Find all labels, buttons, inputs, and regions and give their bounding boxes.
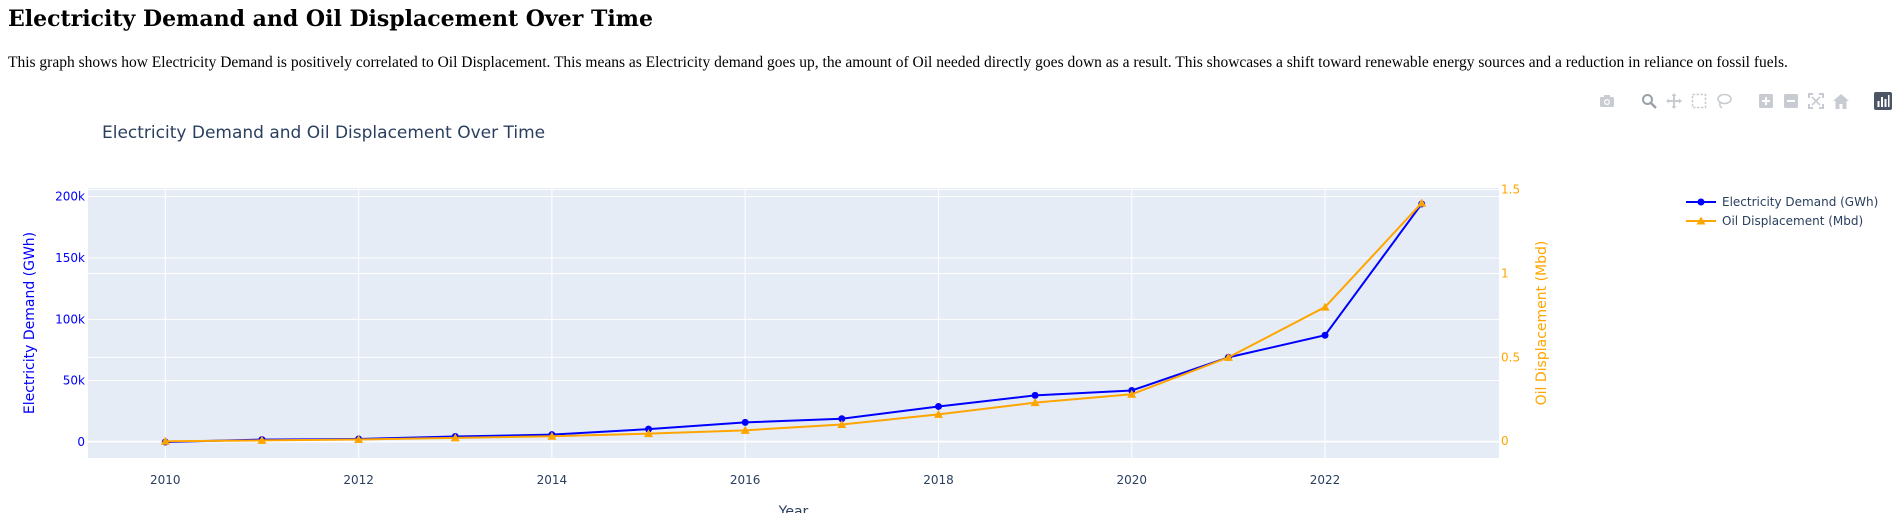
- oil-displacement-line: [165, 202, 1423, 443]
- oil-displacement-point[interactable]: [450, 433, 460, 442]
- autoscale-icon[interactable]: [1807, 92, 1825, 110]
- gridlines: [88, 188, 1499, 458]
- oil-displacement-point[interactable]: [933, 409, 943, 418]
- camera-icon[interactable]: [1598, 92, 1616, 110]
- y-tick-label: 0: [77, 435, 85, 449]
- electricity-demand-point[interactable]: [1321, 331, 1329, 339]
- y-tick-label: 200k: [55, 190, 85, 204]
- y2-tick-label: 1: [1501, 267, 1509, 281]
- oil-displacement-point[interactable]: [257, 435, 267, 444]
- y2-tick-label: 0: [1501, 434, 1509, 448]
- oil-displacement-point[interactable]: [837, 419, 847, 428]
- electricity-demand-point[interactable]: [934, 402, 942, 410]
- chart-title: Electricity Demand and Oil Displacement …: [102, 123, 545, 143]
- page-heading: Electricity Demand and Oil Displacement …: [8, 6, 653, 32]
- x-tick-label: 2022: [1310, 473, 1341, 487]
- legend-item[interactable]: Oil Displacement (Mbd): [1686, 214, 1863, 228]
- y-tick-label: 100k: [55, 312, 85, 326]
- x-tick-label: 2012: [343, 473, 374, 487]
- oil-displacement-point[interactable]: [1030, 398, 1040, 407]
- oil-displacement-point[interactable]: [1320, 302, 1330, 311]
- y2-axis-ticks: 0 0.5 1 1.5: [1501, 183, 1520, 449]
- zoom-out-icon[interactable]: [1782, 92, 1800, 110]
- x-tick-label: 2010: [150, 473, 181, 487]
- oil-displacement-point[interactable]: [644, 429, 654, 438]
- x-tick-label: 2020: [1116, 473, 1147, 487]
- zoom-in-icon[interactable]: [1757, 92, 1775, 110]
- y-tick-label: 150k: [55, 251, 85, 265]
- reset-axes-icon[interactable]: [1832, 92, 1850, 110]
- oil-displacement-point[interactable]: [740, 425, 750, 434]
- modebar: [1598, 90, 1892, 112]
- box-select-icon[interactable]: [1690, 92, 1708, 110]
- y2-tick-label: 0.5: [1501, 350, 1520, 364]
- chart: Electricity Demand and Oil Displacement …: [22, 123, 1878, 513]
- plot-area[interactable]: [88, 188, 1499, 458]
- y2-axis-title: Oil Displacement (Mbd): [1534, 241, 1550, 406]
- plotly-logo-icon[interactable]: [1874, 92, 1892, 110]
- electricity-demand-point[interactable]: [741, 418, 749, 426]
- x-axis-ticks: 2010 2012 2014 2016 2018 2020 2022: [150, 473, 1340, 487]
- oil-displacement-point[interactable]: [547, 431, 557, 440]
- legend-item[interactable]: Electricity Demand (GWh): [1686, 195, 1878, 209]
- y2-tick-label: 1.5: [1501, 183, 1520, 197]
- pan-icon[interactable]: [1665, 92, 1683, 110]
- oil-displacement-point[interactable]: [1417, 198, 1427, 207]
- y-axis-ticks: 0 50k 100k 150k 200k: [55, 190, 85, 449]
- electricity-demand-point[interactable]: [838, 415, 846, 423]
- y-tick-label: 50k: [63, 374, 85, 388]
- legend-label: Electricity Demand (GWh): [1722, 195, 1878, 209]
- lasso-select-icon[interactable]: [1715, 92, 1733, 110]
- electricity-demand-point[interactable]: [645, 425, 653, 433]
- series: [160, 198, 1427, 446]
- x-tick-label: 2014: [537, 473, 568, 487]
- legend: Electricity Demand (GWh) Oil Displacement…: [1686, 195, 1878, 228]
- x-tick-label: 2018: [923, 473, 954, 487]
- legend-label: Oil Displacement (Mbd): [1722, 214, 1863, 228]
- oil-displacement-point[interactable]: [160, 436, 170, 445]
- oil-displacement-point[interactable]: [1127, 389, 1137, 398]
- x-tick-label: 2016: [730, 473, 761, 487]
- legend-swatch-marker: [1696, 216, 1706, 225]
- oil-displacement-point[interactable]: [1223, 352, 1233, 361]
- y-axis-title: Electricity Demand (GWh): [22, 232, 38, 414]
- electricity-demand-point[interactable]: [1031, 391, 1039, 399]
- x-axis-title: Year: [778, 504, 809, 513]
- oil-displacement-point[interactable]: [354, 435, 364, 444]
- zoom-icon[interactable]: [1640, 92, 1658, 110]
- page-description: This graph shows how Electricity Demand …: [8, 54, 1788, 71]
- legend-swatch-marker: [1697, 198, 1705, 206]
